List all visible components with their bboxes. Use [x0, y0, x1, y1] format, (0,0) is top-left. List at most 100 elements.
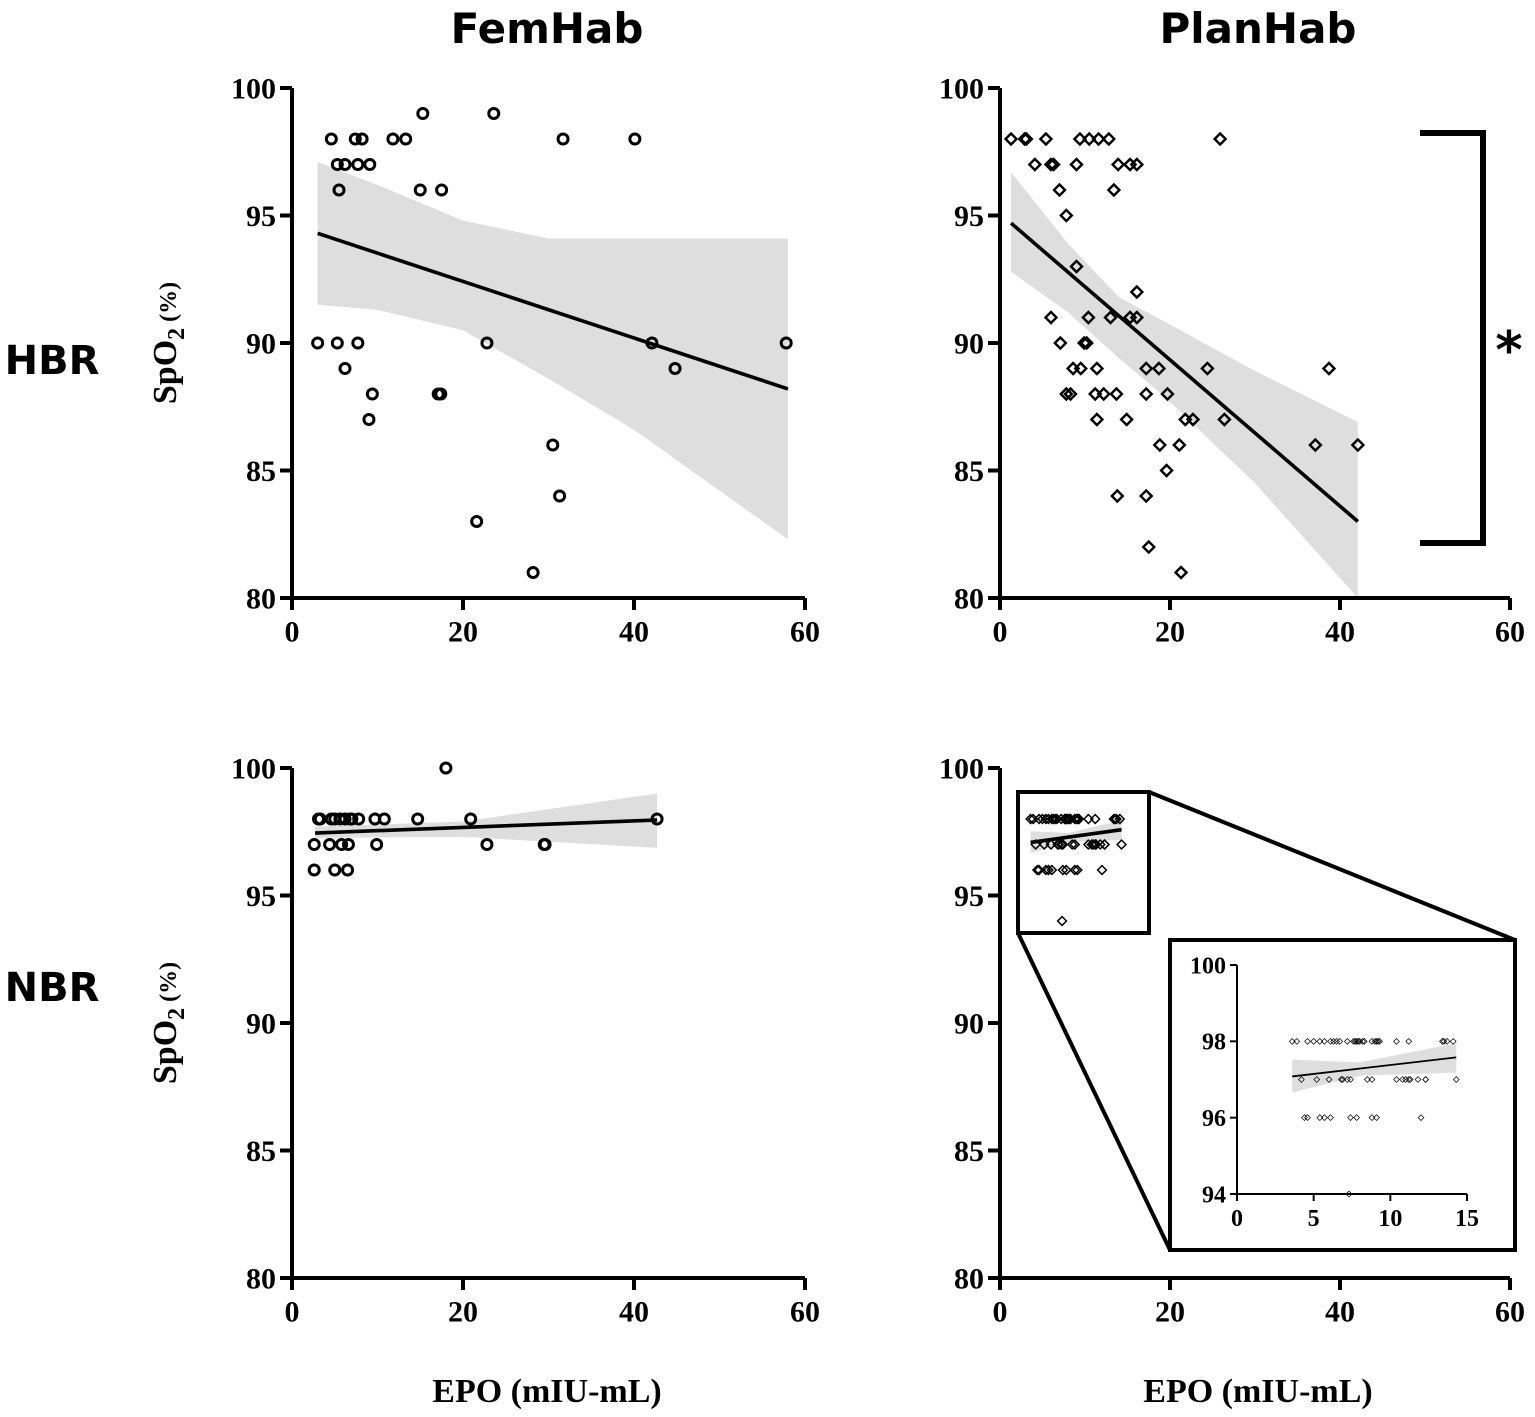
data-point: [1439, 1037, 1446, 1045]
data-point: [1406, 1076, 1414, 1083]
axes-femhab-nbr: 80 85 90 95 100 0 20 40 60: [231, 753, 820, 1329]
data-point: [1073, 813, 1085, 825]
data-point: [311, 336, 325, 350]
data-point: [1393, 1076, 1400, 1083]
data-point: [1304, 1037, 1311, 1045]
data-point: [1405, 1037, 1413, 1045]
data-point: [1017, 131, 1032, 147]
data-point: [1336, 1037, 1344, 1045]
data-point: [1440, 1037, 1448, 1045]
x-tick-label: 40: [1325, 616, 1355, 649]
data-point: [413, 183, 427, 197]
data-point: [1185, 412, 1201, 427]
column-title-femhab: FemHab: [451, 4, 644, 53]
y-tick-label: 90: [246, 1008, 276, 1041]
data-point: [1069, 864, 1081, 876]
data-point: [1129, 310, 1145, 325]
y-tick-label: 90: [954, 1008, 984, 1041]
data-point: [1347, 1114, 1354, 1122]
data-point: [341, 863, 355, 877]
data-point: [628, 132, 642, 146]
data-point: [1110, 157, 1126, 172]
data-point: [1071, 864, 1083, 876]
data-point: [1354, 1037, 1362, 1045]
data-point: [1060, 864, 1072, 876]
data-point: [1373, 1037, 1380, 1045]
y-tick-label: 95: [246, 880, 276, 913]
data-point: [1337, 1076, 1345, 1083]
data-point: [1066, 839, 1078, 850]
data-point: [1368, 1076, 1376, 1083]
data-point: [1086, 839, 1098, 850]
data-point: [1106, 182, 1122, 198]
data-point: [1043, 310, 1059, 325]
y-tick-label: 85: [246, 455, 276, 488]
data-point: [1316, 1114, 1324, 1122]
data-point: [1376, 1037, 1383, 1045]
data-point: [1422, 1076, 1429, 1083]
data-point: [1327, 1114, 1334, 1122]
data-point: [1059, 208, 1074, 223]
data-point: [1141, 539, 1156, 555]
data-point: [341, 838, 355, 851]
y-tick-label: 100: [939, 753, 984, 786]
x-tick-label: 10: [1378, 1206, 1402, 1232]
data-point: [1356, 1037, 1364, 1045]
data-point: [439, 761, 453, 775]
data-point: [1449, 1037, 1457, 1045]
x-tick-label: 40: [619, 1296, 649, 1329]
confidence-band: [317, 161, 788, 540]
data-point: [1139, 386, 1154, 402]
y-tick-label: 95: [246, 200, 276, 233]
data-point: [1069, 157, 1084, 172]
data-point: [1344, 1037, 1351, 1045]
data-point: [386, 132, 400, 146]
data-point: [1072, 131, 1088, 147]
panel-planhab-hbr: [1003, 131, 1366, 598]
data-point: [1402, 1076, 1410, 1083]
data-point: [1003, 131, 1019, 147]
data-point: [1081, 310, 1096, 325]
data-point: [352, 812, 366, 826]
data-point: [1374, 1037, 1382, 1045]
data-point: [1038, 131, 1054, 147]
data-point: [324, 132, 338, 146]
data-point: [1452, 1076, 1460, 1083]
x-axis-label-femhab: EPO (mIU-mL): [432, 1373, 661, 1410]
data-point: [338, 812, 352, 826]
data-point: [338, 362, 352, 375]
data-point: [1089, 412, 1105, 427]
data-point: [1065, 361, 1081, 376]
y-tick-label: 80: [246, 1263, 276, 1296]
data-point: [1347, 1076, 1354, 1083]
regression-line: [317, 231, 789, 391]
regression-line: [1292, 1056, 1457, 1078]
data-point: [1359, 1037, 1367, 1045]
x-tick-label: 5: [1308, 1206, 1320, 1232]
data-point: [1353, 1037, 1360, 1045]
data-point: [351, 158, 365, 171]
data-point: [1139, 361, 1154, 376]
data-point: [1129, 157, 1145, 172]
data-point: [1351, 1037, 1359, 1045]
significance-bracket: [1420, 130, 1486, 546]
data-point: [1159, 463, 1174, 478]
data-point: [1119, 412, 1134, 427]
data-point: [553, 489, 567, 503]
data-point: [556, 132, 570, 146]
data-point: [1293, 1037, 1301, 1045]
data-point: [1344, 1076, 1351, 1083]
data-point: [1405, 1076, 1413, 1083]
data-point: [1053, 839, 1065, 850]
data-point: [1053, 335, 1068, 351]
data-point: [1056, 915, 1068, 927]
x-tick-label: 40: [619, 616, 649, 649]
data-point: [362, 413, 376, 426]
data-point: [1091, 131, 1106, 147]
y-tick-label: 90: [954, 328, 984, 361]
y-tick-label: 80: [954, 583, 984, 616]
data-point: [1316, 1037, 1324, 1045]
confidence-band: [1292, 1043, 1457, 1093]
x-tick-label: 0: [993, 1296, 1008, 1329]
